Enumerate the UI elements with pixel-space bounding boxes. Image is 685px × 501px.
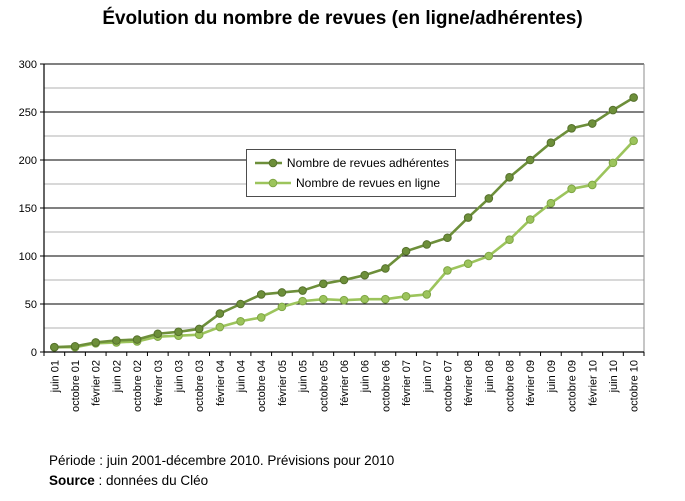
svg-text:juin 07: juin 07	[422, 360, 434, 393]
svg-text:juin 01: juin 01	[49, 360, 61, 393]
svg-text:février 08: février 08	[463, 360, 475, 406]
svg-text:février 04: février 04	[215, 360, 227, 406]
svg-text:100: 100	[19, 251, 37, 263]
series-adherentes	[50, 93, 638, 352]
svg-text:150: 150	[19, 203, 37, 215]
svg-text:février 02: février 02	[91, 360, 103, 406]
svg-text:octobre 03: octobre 03	[194, 360, 206, 412]
svg-text:octobre 02: octobre 02	[132, 360, 144, 412]
footer-source: Source : données du Cléo	[49, 471, 394, 491]
svg-text:juin 04: juin 04	[236, 360, 248, 393]
svg-text:février 07: février 07	[401, 360, 413, 406]
footer: Période : juin 2001-décembre 2010. Prévi…	[49, 451, 394, 491]
svg-text:février 03: février 03	[153, 360, 165, 406]
legend-item-en-ligne: Nombre de revues en ligne	[255, 173, 449, 193]
x-axis-labels: juin 01 octobre 01 février 02 juin 02 octobr…	[49, 360, 640, 412]
legend-label-adherentes: Nombre de revues adhérentes	[286, 156, 449, 170]
svg-text:octobre 07: octobre 07	[442, 360, 454, 412]
svg-text:février 09: février 09	[525, 360, 537, 406]
svg-text:300: 300	[19, 59, 37, 71]
svg-text:février 05: février 05	[277, 360, 289, 406]
svg-text:juin 10: juin 10	[608, 360, 620, 393]
svg-text:250: 250	[19, 107, 37, 119]
svg-text:juin 09: juin 09	[546, 360, 558, 393]
svg-text:50: 50	[25, 299, 37, 311]
chart-title: Évolution du nombre de revues (en ligne/…	[102, 8, 583, 29]
legend-swatch-adherentes-icon	[255, 158, 282, 168]
svg-text:octobre 04: octobre 04	[256, 360, 268, 412]
chart-area: 0 50 100 150 200 250 300 juin 01 octobre 01 févri…	[0, 55, 685, 450]
svg-text:octobre 01: octobre 01	[70, 360, 82, 412]
axis-ticks	[40, 63, 645, 356]
svg-text:200: 200	[19, 155, 37, 167]
svg-text:octobre 09: octobre 09	[567, 360, 579, 412]
legend: Nombre de revues adhérentes Nombre de re…	[246, 149, 456, 197]
legend-label-en-ligne: Nombre de revues en ligne	[296, 176, 441, 190]
footer-source-label: Source	[49, 473, 95, 488]
svg-text:juin 02: juin 02	[111, 360, 123, 393]
y-grid-minor	[44, 87, 644, 329]
y-grid-major	[44, 63, 644, 353]
svg-text:juin 05: juin 05	[298, 360, 310, 393]
svg-text:octobre 05: octobre 05	[318, 360, 330, 412]
svg-text:juin 08: juin 08	[484, 360, 496, 393]
legend-swatch-en-ligne-icon	[255, 178, 291, 188]
svg-text:octobre 06: octobre 06	[380, 360, 392, 412]
y-axis-labels: 0 50 100 150 200 250 300	[19, 59, 37, 359]
svg-text:octobre 08: octobre 08	[505, 360, 517, 412]
footer-periode: Période : juin 2001-décembre 2010. Prévi…	[49, 453, 395, 468]
svg-text:février 10: février 10	[587, 360, 599, 406]
svg-text:juin 06: juin 06	[360, 360, 372, 393]
svg-text:juin 03: juin 03	[173, 360, 185, 393]
svg-text:octobre 10: octobre 10	[629, 360, 641, 412]
footer-source-rest: : données du Cléo	[94, 473, 209, 488]
svg-text:février 06: février 06	[339, 360, 351, 406]
chart-canvas: 0 50 100 150 200 250 300 juin 01 octobre 01 févri…	[19, 59, 645, 412]
legend-item-adherentes: Nombre de revues adhérentes	[255, 153, 449, 173]
svg-text:0: 0	[31, 347, 37, 359]
